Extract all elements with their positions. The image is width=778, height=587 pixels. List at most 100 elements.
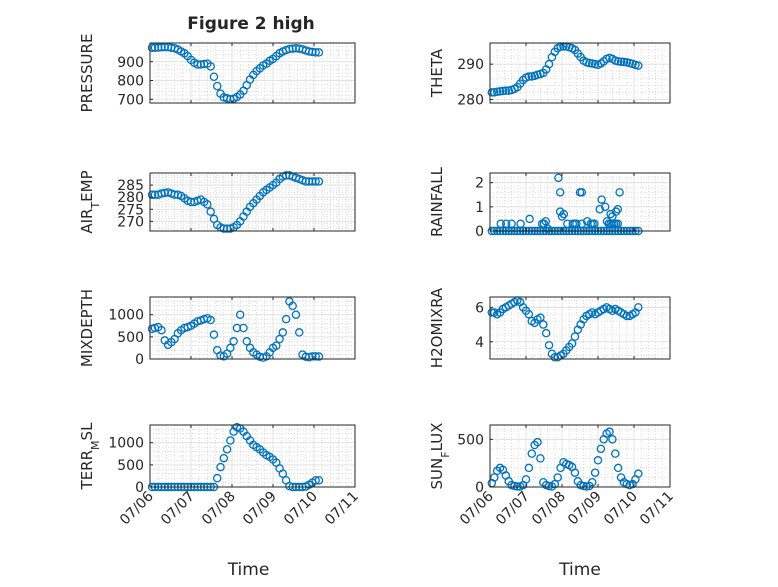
axes-box [489,42,671,104]
series-points [487,427,643,491]
data-point [147,43,157,52]
data-point [212,473,222,483]
data-point [605,427,614,436]
x-tick-label: 07/11 [322,489,362,529]
data-point [550,353,560,362]
data-point [311,48,320,57]
data-point [544,59,554,69]
data-point [281,314,291,324]
y-tick-label: 0 [475,480,484,496]
data-point [577,188,587,197]
data-point [600,202,610,212]
data-point [314,177,324,186]
y-axis-label: SUNFLUX [428,423,452,490]
data-point [557,212,567,221]
data-point [311,476,320,485]
data-point [577,219,587,228]
data-point [554,173,563,183]
data-point [487,88,497,97]
x-tick-label: 07/10 [281,489,321,529]
data-point [570,468,580,477]
y-tick-label: 900 [117,55,144,71]
x-tick-label: 07/09 [565,489,605,529]
subplot-8: 0500SUNFLUX07/0607/0707/0807/0907/1007/1… [428,423,677,580]
data-point [608,219,617,228]
data-point [492,466,502,476]
data-point [611,449,620,458]
data-point [229,337,238,346]
y-tick-label: 800 [117,74,144,90]
data-point [521,475,531,484]
data-point [288,301,297,311]
y-tick-label: 4 [475,335,484,351]
y-axis-label: H2OMIXRA [428,287,446,368]
data-point [226,343,235,353]
data-point [533,437,542,447]
data-point [206,62,215,71]
data-point [606,209,615,219]
y-tick-label: 280 [117,190,144,206]
series-points [147,42,324,104]
data-point [543,224,552,233]
data-point [544,340,554,350]
data-point [597,195,606,204]
data-point [590,219,599,228]
y-tick-label: 270 [117,214,144,230]
major-grid [490,43,670,103]
data-point [544,481,554,491]
axes-box [489,424,671,488]
data-point [510,481,519,491]
data-point [608,435,617,444]
data-point [590,468,600,477]
axes-box [489,296,671,360]
data-point [525,214,534,224]
major-grid [150,43,355,103]
y-tick-label: 285 [117,178,144,194]
series-points [147,171,324,233]
data-point [501,86,511,95]
data-point [555,188,565,197]
data-point [570,332,580,341]
data-point [219,453,229,463]
data-point [311,177,320,186]
data-point [206,207,215,216]
y-tick-label: 500 [117,330,144,346]
subplot-4: 0 1 2 RAINFALL [428,166,671,240]
data-point [536,454,545,463]
data-point [487,308,497,317]
data-point [616,57,626,66]
data-point [634,303,643,312]
data-point [527,449,537,458]
data-point [587,477,597,487]
data-point [209,72,219,82]
axes-box [149,296,356,360]
data-point [272,341,281,350]
data-point [203,200,212,209]
data-point [593,456,603,465]
y-axis-label: MIXDEPTH [78,289,96,367]
data-point [541,328,551,338]
y-tick-label: 700 [117,92,144,108]
subplot-1: 700 800 900 PRESSURE [78,34,356,112]
axes-box [489,172,671,232]
figure-title: Figure 2 high [187,14,315,34]
data-point [495,87,505,96]
x-tick-label: 07/08 [199,489,239,529]
y-tick-label: 500 [117,458,144,474]
data-point [226,436,235,445]
y-axis-label: RAINFALL [428,166,446,237]
data-point [507,219,516,228]
data-point [539,477,548,487]
series-points [487,296,643,362]
data-point [311,352,320,361]
data-point [496,219,506,228]
y-tick-label: 0 [135,352,144,368]
data-point [498,86,508,96]
y-tick-label: 500 [457,432,484,448]
x-tick-label: 07/09 [240,489,280,529]
data-point [278,328,288,337]
y-tick-label: 1 [475,200,484,216]
